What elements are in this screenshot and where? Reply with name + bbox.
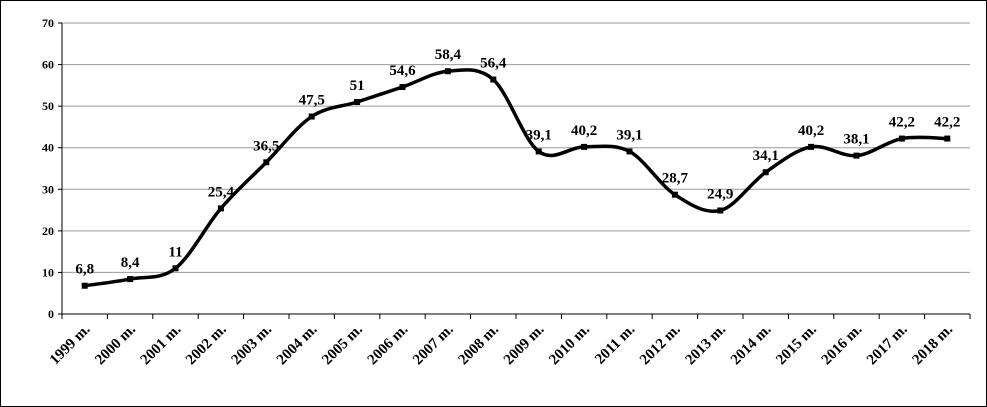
data-label: 25,4 [208,184,235,200]
marker [762,169,769,176]
marker [354,98,361,105]
marker [581,143,588,150]
marker [535,148,542,155]
data-label: 42,2 [889,115,915,131]
y-tick-label: 70 [42,16,54,30]
data-label: 8,4 [121,255,140,271]
data-label: 24,9 [707,186,733,202]
marker [217,205,224,212]
x-tick-label: 2008 m. [455,321,502,368]
x-tick-label: 2000 m. [92,321,139,368]
x-tick-label: 2014 m. [728,321,775,368]
marker [626,148,633,155]
x-tick-label: 2009 m. [501,321,548,368]
data-label: 47,5 [299,93,325,109]
data-label: 34,1 [753,148,779,164]
x-tick-label: 2003 m. [228,321,275,368]
marker [898,135,905,142]
line [84,68,948,288]
data-label: 54,6 [389,63,416,79]
data-label: 39,1 [616,127,642,143]
x-tick-label: 2004 m. [274,321,321,368]
marker [399,84,406,91]
data-label: 11 [168,244,182,260]
y-tick-label: 30 [42,182,54,196]
marker [81,282,88,289]
marker [853,152,860,159]
x-tick-label: 2001 m. [138,321,185,368]
x-tick-label: 2017 m. [864,321,911,368]
x-tick-label: 1999 m. [47,321,94,368]
y-tick-label: 40 [42,141,54,155]
data-label: 42,2 [934,115,960,131]
x-tick-label: 2010 m. [546,321,593,368]
x-tick-label: 2011 m. [592,321,638,367]
data-label: 40,2 [798,123,824,139]
x-tick-label: 2012 m. [637,321,684,368]
data-label: 40,2 [571,123,597,139]
marker [671,191,678,198]
marker [172,265,179,272]
y-tick-label: 10 [42,265,54,279]
marker [444,68,451,75]
marker [127,276,134,283]
x-tick-label: 2005 m. [319,321,366,368]
y-tick-label: 50 [42,99,54,113]
y-tick-label: 0 [48,307,54,321]
marker [944,135,951,142]
y-tick-label: 60 [42,58,54,72]
data-label: 51 [350,78,365,94]
data-label: 39,1 [526,127,552,143]
marker [308,113,315,120]
y-tick-label: 20 [42,224,54,238]
data-label: 56,4 [480,56,507,72]
data-label: 38,1 [843,132,869,148]
x-tick-label: 2015 m. [773,321,820,368]
x-tick-label: 2018 m. [909,321,956,368]
data-label: 6,8 [75,262,94,278]
marker [490,76,497,83]
marker [263,159,270,166]
x-tick-label: 2013 m. [682,321,729,368]
x-tick-label: 2007 m. [410,321,457,368]
marker [717,207,724,214]
data-label: 28,7 [662,171,689,187]
marker [808,143,815,150]
x-tick-label: 2006 m. [365,321,412,368]
x-tick-label: 2002 m. [183,321,230,368]
data-label: 36,5 [253,138,279,154]
x-tick-label: 2016 m. [819,321,866,368]
data-label: 58,4 [435,47,462,63]
